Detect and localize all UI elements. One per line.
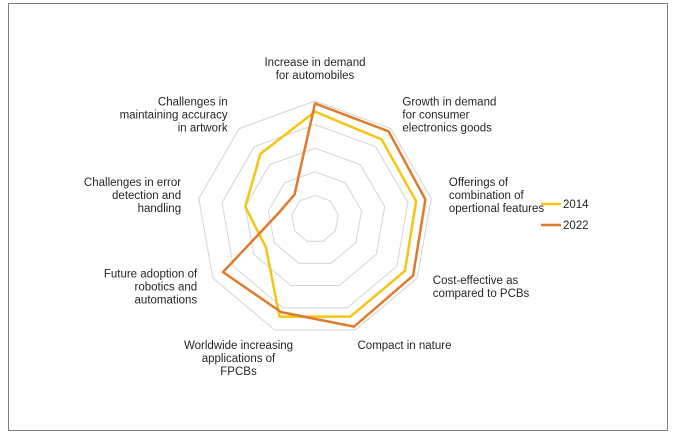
axis-label-line: FPCBs: [220, 366, 257, 378]
legend-label-2014: 2014: [563, 199, 589, 211]
grid-ring-2: [267, 171, 363, 264]
axis-labels: Increase in demand for automobiles Growth …: [84, 57, 544, 378]
grid-ring-3: [244, 147, 386, 286]
axis-label-line: in artwork: [178, 122, 228, 134]
axis-label-line: Increase in demand: [264, 57, 365, 69]
axis-label-line: compared to PCBs: [433, 288, 530, 300]
chart-frame: Increase in demand for automobiles Growth …: [8, 3, 668, 431]
axis-label-line: opertional features: [449, 203, 545, 215]
radar-chart: Increase in demand for automobiles Growth …: [84, 57, 589, 378]
radar-grid: [198, 100, 432, 331]
axis-label-line: applications of: [202, 353, 276, 365]
axis-label-line: Growth in demand: [402, 96, 496, 108]
axis-label-line: robotics and: [135, 282, 198, 294]
axis-label-7: Future adoption of robotics and automation…: [104, 269, 198, 307]
axis-label-line: automations: [135, 295, 198, 307]
axis-label-2: Growth in demand for consumer electronics …: [402, 96, 496, 134]
axis-label-line: maintaining accuracy: [120, 109, 228, 121]
axis-label-line: Challenges in error: [84, 177, 181, 189]
axis-label-line: combination of: [449, 190, 525, 202]
axis-label-line: detection and: [112, 190, 181, 202]
axis-label-line: Offerings of: [449, 177, 509, 189]
axis-label-8: Challenges in error detection and handling: [84, 177, 181, 215]
axis-label-line: for consumer: [402, 109, 469, 121]
axis-label-4: Cost-effective as compared to PCBs: [433, 275, 530, 300]
series-line-2022: [221, 102, 427, 328]
axis-label-line: Cost-effective as: [433, 275, 519, 287]
axis-label-3: Offerings of combination of opertional fea…: [449, 177, 545, 215]
axis-label-line: electronics goods: [402, 122, 492, 134]
grid-ring-1: [291, 194, 339, 242]
axis-label-1: Increase in demand for automobiles: [264, 57, 365, 82]
legend-label-2022: 2022: [563, 220, 589, 232]
axis-label-line: Worldwide increasing: [184, 340, 293, 352]
axis-label-line: handling: [138, 203, 181, 215]
legend: 2014 2022: [541, 199, 589, 232]
radar-series: [221, 102, 427, 328]
axis-label-5: Compact in nature: [358, 340, 452, 352]
axis-label-line: for automobiles: [276, 70, 355, 82]
grid-ring-5: [198, 100, 432, 331]
axis-label-line: Future adoption of: [104, 269, 198, 281]
axis-label-line: Challenges in: [158, 96, 228, 108]
axis-label-9: Challenges in maintaining accuracy in artw…: [120, 96, 228, 134]
axis-label-6: Worldwide increasing applications of FPCBs: [184, 340, 293, 378]
series-line-2014: [244, 110, 418, 318]
grid-ring-4: [221, 124, 409, 309]
axis-label-line: Compact in nature: [358, 340, 452, 352]
